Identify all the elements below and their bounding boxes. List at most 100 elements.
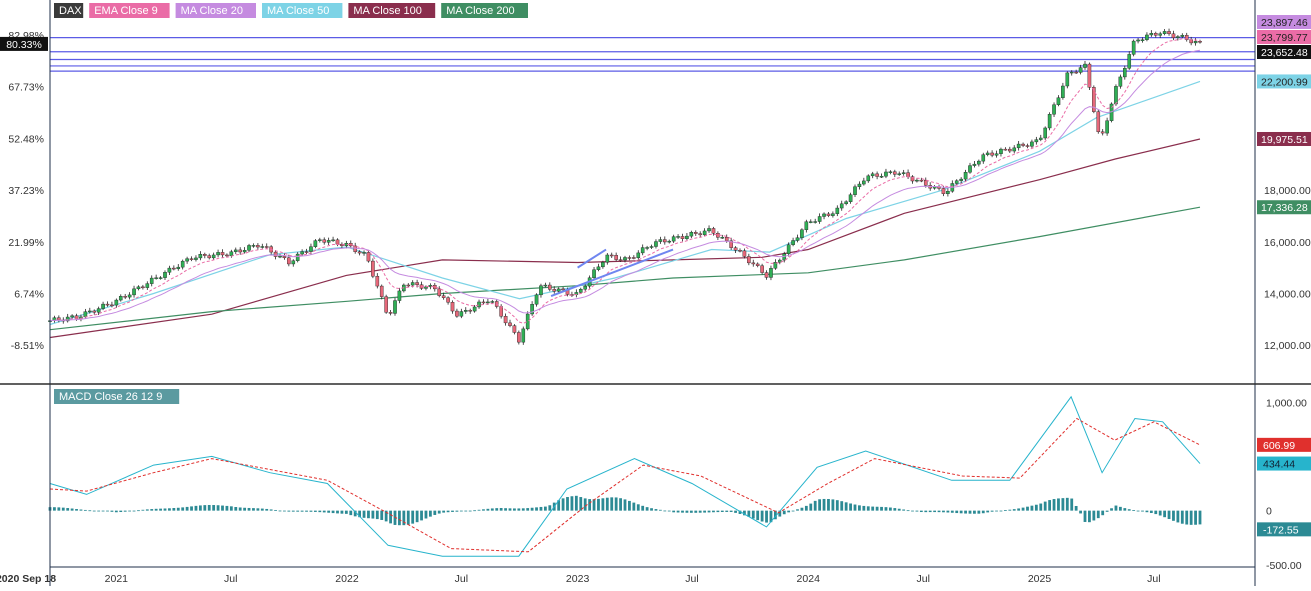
histogram-bar	[1118, 506, 1122, 511]
candle	[738, 248, 742, 253]
candle-body	[233, 249, 238, 252]
histogram-bar	[915, 510, 919, 512]
candle-body	[393, 300, 397, 314]
candle	[1025, 143, 1030, 149]
histogram-bar	[858, 505, 861, 511]
candle	[141, 284, 145, 290]
candle	[233, 247, 238, 255]
histogram-bar	[437, 510, 441, 514]
histogram-bar	[336, 510, 339, 514]
candle-body	[990, 152, 994, 156]
candle	[127, 292, 132, 300]
candle	[1162, 29, 1167, 36]
histogram-bar	[517, 508, 521, 511]
candle	[158, 276, 163, 280]
candle	[663, 236, 667, 245]
candle	[326, 237, 331, 246]
candle	[1052, 102, 1056, 117]
candle-body	[220, 252, 225, 256]
candle-body	[724, 237, 729, 242]
histogram-bar	[380, 510, 384, 520]
candle	[649, 244, 654, 250]
histogram-bar	[1136, 510, 1140, 512]
candle	[720, 234, 725, 239]
histogram-bar	[221, 505, 224, 511]
histogram-bar	[804, 505, 808, 511]
candle	[490, 299, 495, 304]
legend-label-symbol: DAX	[59, 5, 82, 17]
macd-badge-label-histogram: -172.55	[1263, 524, 1299, 536]
histogram-bar	[362, 510, 366, 518]
histogram-bar	[539, 506, 543, 511]
candle-body	[791, 240, 795, 245]
candle-body	[211, 254, 216, 259]
candle-body	[446, 297, 450, 303]
macd-plot	[48, 395, 1202, 557]
histogram-bar	[1123, 508, 1127, 511]
candle-body	[194, 257, 198, 260]
histogram-bar	[862, 505, 866, 511]
histogram-bar	[159, 508, 162, 511]
candle	[592, 267, 596, 281]
ma-close-20-line	[49, 49, 1201, 322]
histogram-bar	[101, 510, 105, 512]
candle	[154, 274, 158, 280]
candle-body	[1158, 33, 1162, 36]
histogram-bar	[1149, 510, 1153, 514]
candle-body	[729, 240, 733, 248]
histogram-bar	[1026, 506, 1029, 511]
candle-body	[521, 328, 526, 343]
histogram-bar	[371, 510, 375, 519]
candle	[915, 178, 919, 183]
candle	[994, 150, 999, 158]
candle-body	[127, 294, 132, 298]
value-badge-ma50	[1257, 74, 1311, 89]
histogram-bar	[424, 510, 428, 519]
time-tick-label: Jul	[685, 573, 698, 585]
histogram-bar	[681, 510, 684, 513]
candle-body	[1198, 41, 1202, 43]
candle	[1016, 140, 1021, 151]
histogram-bar	[977, 510, 981, 514]
histogram-bar	[1096, 510, 1100, 519]
histogram-bar	[1043, 501, 1047, 511]
histogram-bar	[1065, 497, 1069, 511]
candle-body	[910, 176, 915, 182]
candle	[172, 265, 176, 271]
candle-body	[463, 310, 468, 312]
candle-body	[826, 213, 831, 216]
candle	[1153, 31, 1158, 38]
histogram-bar	[194, 505, 198, 511]
candle-body	[295, 253, 300, 261]
candle	[972, 161, 977, 168]
candle	[371, 258, 375, 279]
candle	[893, 169, 897, 178]
histogram-bar	[508, 508, 512, 511]
candle	[632, 255, 636, 260]
histogram-bar	[588, 499, 592, 511]
histogram-bar	[968, 510, 972, 514]
candle-body	[645, 247, 649, 249]
candle	[963, 169, 968, 182]
histogram-bar	[597, 498, 600, 511]
candle-body	[530, 304, 534, 315]
histogram-bar	[79, 509, 83, 511]
histogram-bar	[66, 508, 70, 511]
candle	[1193, 38, 1198, 46]
candle-body	[680, 236, 685, 239]
candle-body	[185, 258, 189, 262]
candle-body	[424, 286, 428, 289]
histogram-bar	[185, 506, 189, 511]
histogram-bar	[1185, 510, 1189, 525]
candle-body	[1171, 33, 1176, 38]
histogram-bar	[1074, 505, 1078, 511]
histogram-bar	[729, 510, 733, 512]
candle	[875, 171, 879, 180]
histogram-bar	[628, 500, 631, 511]
histogram-bar	[676, 510, 680, 513]
candle-body	[472, 306, 477, 312]
candle	[1123, 65, 1127, 80]
percent-tick-label: 52.48%	[8, 133, 44, 145]
candle-body	[123, 296, 127, 298]
